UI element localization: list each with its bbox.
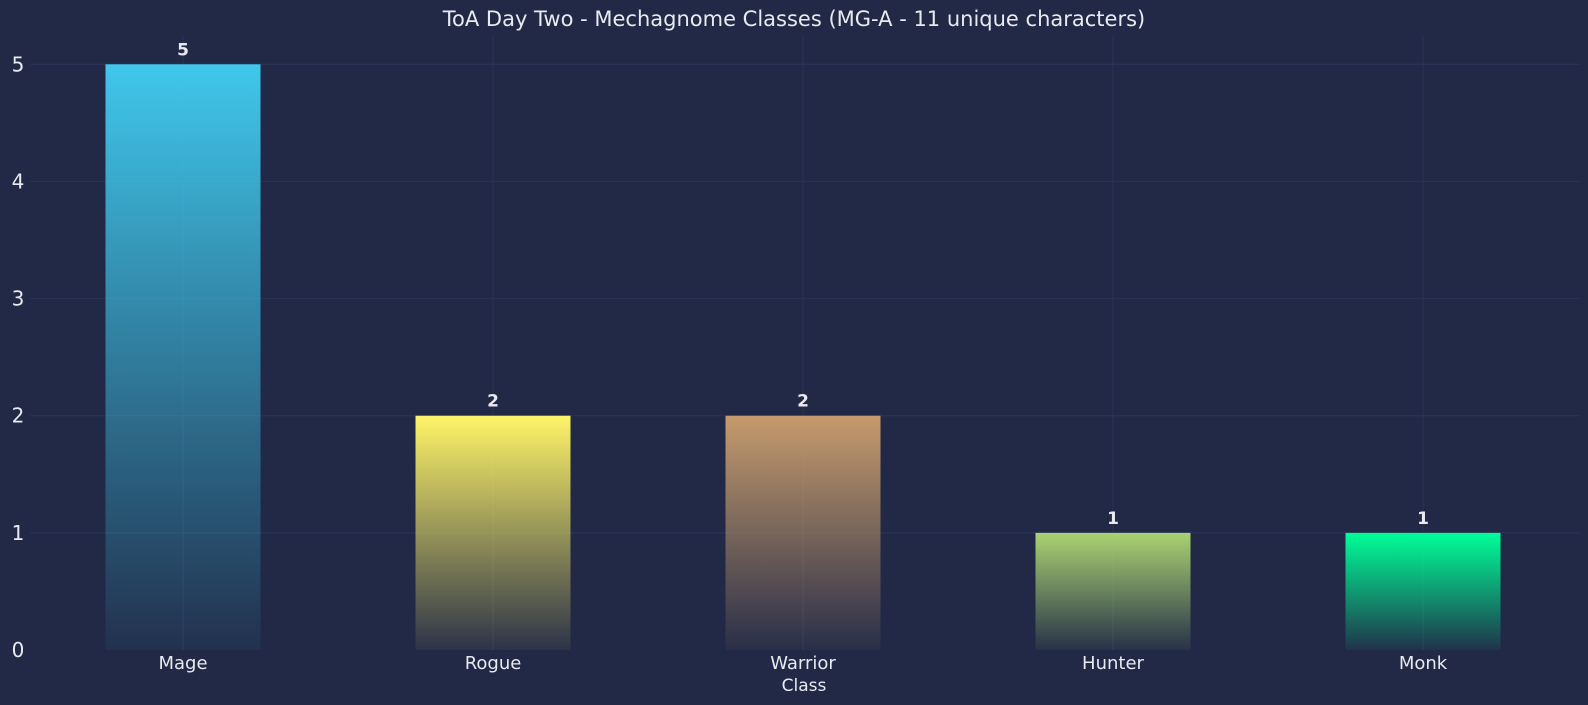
data-label-warrior: 2 xyxy=(797,392,809,412)
data-label-mage: 5 xyxy=(177,40,189,60)
bars xyxy=(105,64,1501,651)
y-axis: 0 1 2 3 4 5 xyxy=(12,52,25,662)
data-label-hunter: 1 xyxy=(1107,509,1119,529)
bar-rogue xyxy=(415,415,571,650)
data-label-rogue: 2 xyxy=(487,392,499,412)
y-tick-label: 0 xyxy=(12,638,25,662)
y-tick-label: 2 xyxy=(12,404,25,428)
x-tick-label-warrior: Warrior xyxy=(770,653,836,674)
x-axis-label: Class xyxy=(782,676,827,696)
bar-hunter xyxy=(1035,532,1191,650)
bar-warrior xyxy=(725,415,881,650)
bar-monk xyxy=(1345,532,1501,650)
x-tick-label-mage: Mage xyxy=(158,653,207,674)
x-axis: Mage Rogue Warrior Hunter Monk xyxy=(158,653,1447,674)
y-tick-label: 1 xyxy=(12,521,25,545)
x-tick-label-rogue: Rogue xyxy=(465,653,522,674)
data-label-monk: 1 xyxy=(1417,509,1429,529)
data-labels: 5 2 2 1 1 xyxy=(177,40,1429,529)
y-tick-label: 5 xyxy=(12,52,25,76)
x-tick-label-hunter: Hunter xyxy=(1082,653,1144,674)
chart-title: ToA Day Two - Mechagnome Classes (MG-A -… xyxy=(442,7,1145,31)
x-tick-label-monk: Monk xyxy=(1399,653,1448,674)
y-tick-label: 3 xyxy=(12,287,25,311)
y-tick-label: 4 xyxy=(12,169,25,193)
bar-mage xyxy=(105,64,261,651)
